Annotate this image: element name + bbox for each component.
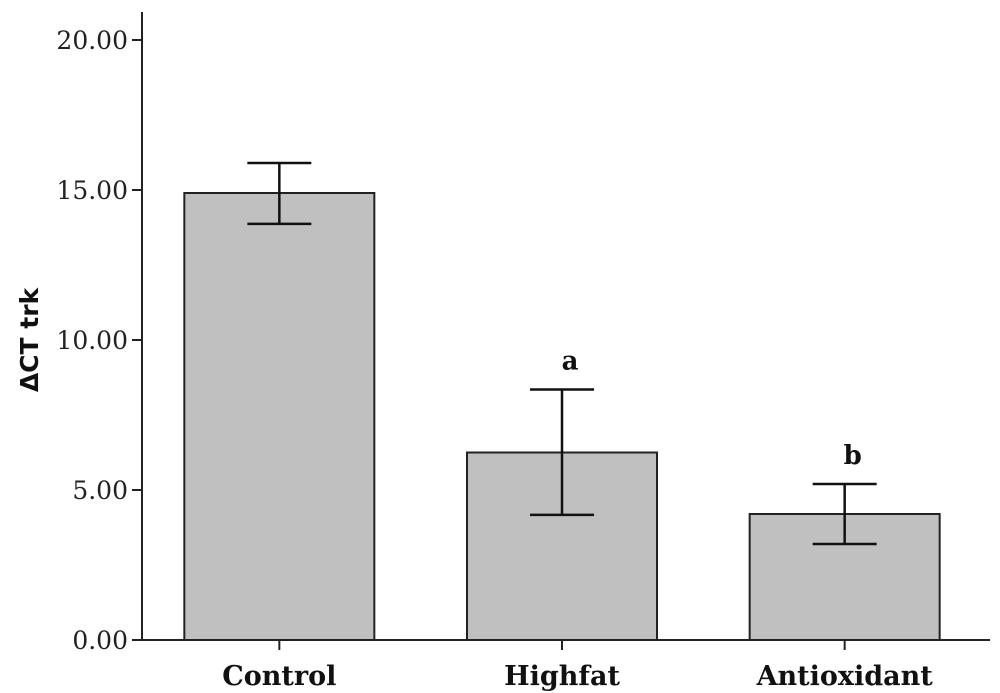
annotations: ab [562,347,862,472]
y-ticks: 0.00 5.00 10.00 15.00 20.00 [56,26,142,655]
x-ticks: Control Highfat Antioxidant [222,640,933,692]
y-tick-label: 10.00 [56,326,128,355]
bar [183,192,376,641]
error-bars [247,161,877,546]
significance-label: a [562,347,579,377]
x-tick-label: Highfat [504,661,620,692]
x-tick-label: Antioxidant [756,661,934,692]
y-tick-label: 15.00 [56,176,128,205]
y-axis-title: ΔCT trk [15,286,44,392]
y-tick-label: 0.00 [72,626,128,655]
x-tick-label: Control [222,661,336,692]
y-tick-label: 20.00 [56,26,128,55]
significance-label: b [844,441,862,471]
y-tick-label: 5.00 [72,476,128,505]
